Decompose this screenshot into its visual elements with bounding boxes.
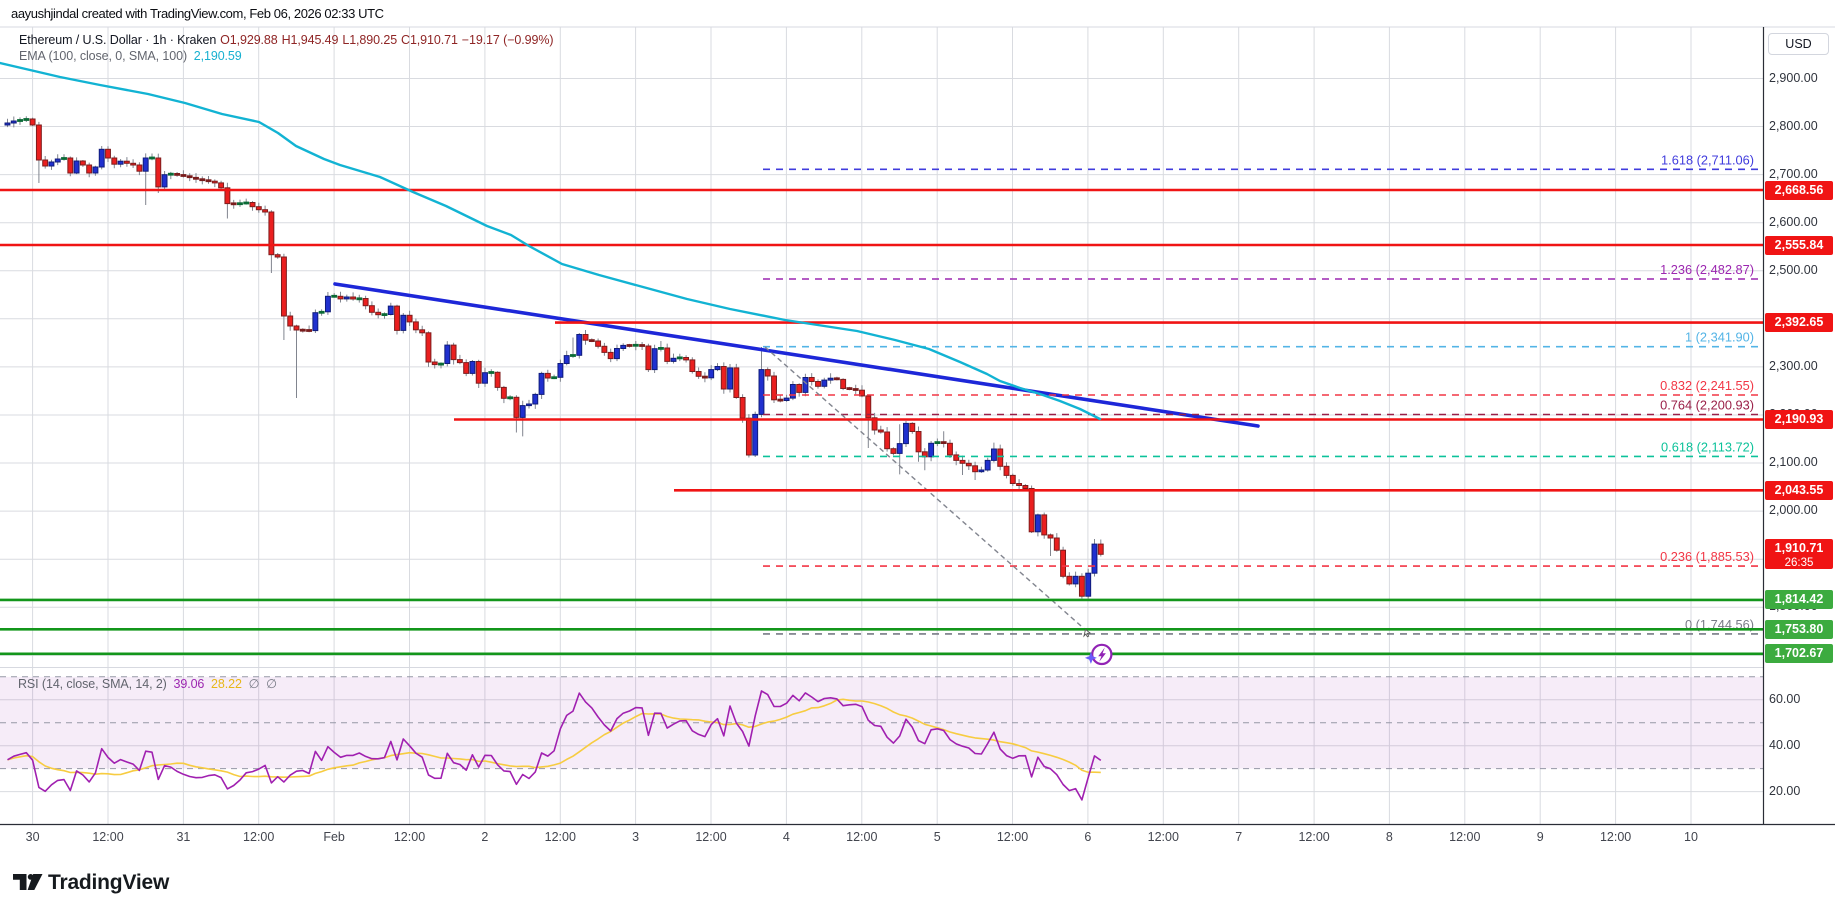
svg-text:1.618 (2,711.06): 1.618 (2,711.06) <box>1661 152 1754 167</box>
svg-text:0.236 (1,885.53): 0.236 (1,885.53) <box>1660 549 1754 564</box>
svg-text:0.618 (2,113.72): 0.618 (2,113.72) <box>1661 439 1754 454</box>
svg-text:1 (2,341.90): 1 (2,341.90) <box>1685 330 1754 345</box>
svg-text:0.764 (2,200.93): 0.764 (2,200.93) <box>1660 398 1754 413</box>
svg-text:1.236 (2,482.87): 1.236 (2,482.87) <box>1660 262 1754 277</box>
svg-text:0.832 (2,241.55): 0.832 (2,241.55) <box>1660 378 1754 393</box>
